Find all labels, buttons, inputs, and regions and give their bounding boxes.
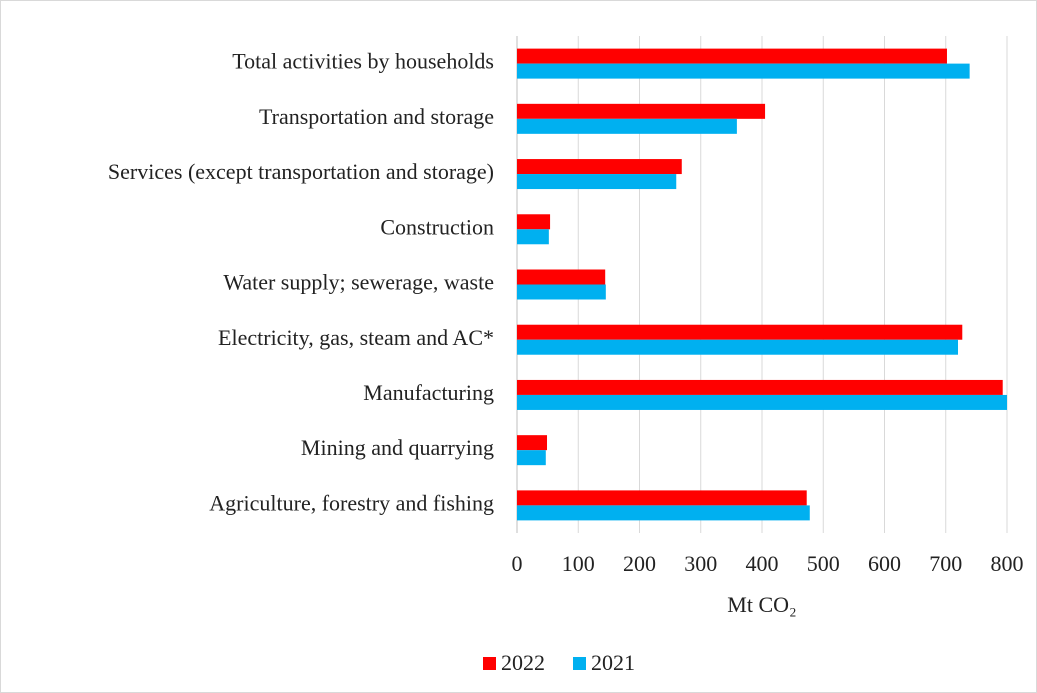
- bar: [517, 394, 1007, 410]
- x-tick-label: 200: [623, 551, 656, 576]
- bar: [517, 324, 963, 340]
- legend-swatch: [573, 657, 586, 670]
- x-tick-label: 300: [684, 551, 717, 576]
- bar: [517, 48, 947, 64]
- x-tick-label: 0: [512, 551, 523, 576]
- x-tick-label: 500: [807, 551, 840, 576]
- bar: [517, 379, 1003, 395]
- x-tick-label: 800: [991, 551, 1024, 576]
- y-tick-label: Construction: [380, 214, 494, 239]
- y-tick-label: Transportation and storage: [259, 104, 494, 129]
- bar: [517, 63, 970, 79]
- legend-label: 2021: [591, 650, 635, 675]
- legend-swatch: [483, 657, 496, 670]
- bar: [517, 118, 737, 134]
- bar: [517, 284, 606, 300]
- bar: [517, 490, 807, 506]
- y-tick-label: Manufacturing: [363, 380, 494, 405]
- x-tick-label: 400: [746, 551, 779, 576]
- bar: [517, 214, 551, 230]
- x-tick-label: 100: [562, 551, 595, 576]
- bar: [517, 339, 958, 355]
- y-tick-label: Water supply; sewerage, waste: [223, 270, 494, 295]
- y-tick-label: Total activities by households: [232, 49, 494, 74]
- x-tick-label: 700: [929, 551, 962, 576]
- bar: [517, 174, 677, 190]
- bar: [517, 229, 549, 245]
- bar: [517, 505, 810, 521]
- bar: [517, 435, 548, 451]
- y-tick-label: Agriculture, forestry and fishing: [209, 490, 494, 515]
- y-tick-label: Electricity, gas, steam and AC*: [218, 325, 494, 350]
- bar: [517, 450, 546, 466]
- y-tick-label: Mining and quarrying: [301, 435, 494, 460]
- bar: [517, 103, 766, 119]
- y-tick-label: Services (except transportation and stor…: [108, 159, 494, 184]
- bar: [517, 159, 682, 175]
- bar: [517, 269, 606, 285]
- legend-label: 2022: [501, 650, 545, 675]
- x-tick-label: 600: [868, 551, 901, 576]
- x-axis-label: Mt CO₂: [727, 592, 796, 617]
